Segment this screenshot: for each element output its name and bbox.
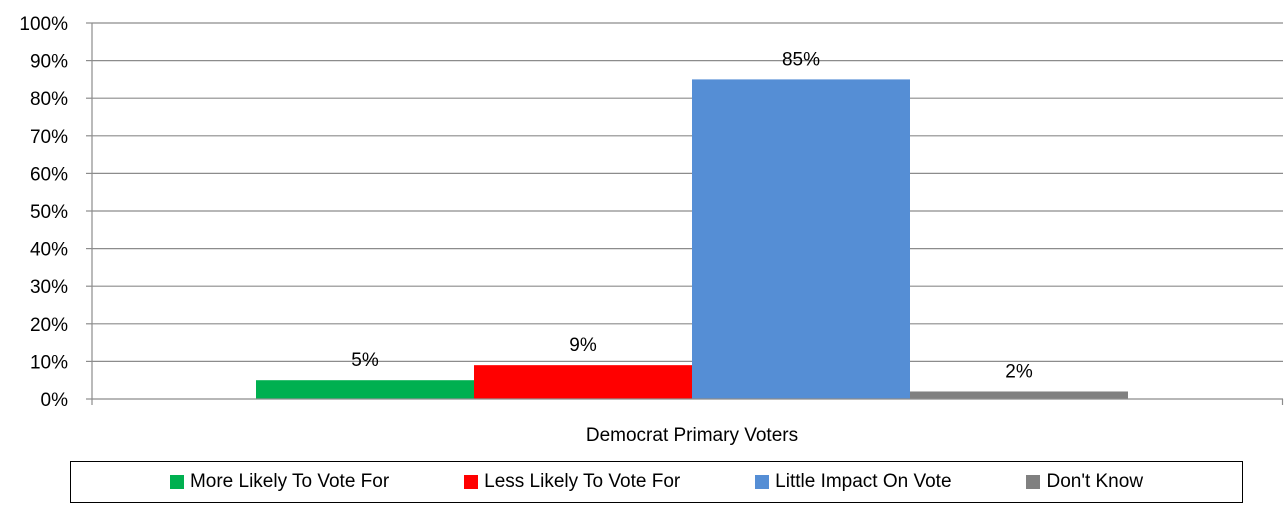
y-axis-tick-labels: 0% 10% 20% 30% 40% 50% 60% 70% 80% 90% 100% [19,14,68,411]
legend-item-more-likely: More Likely To Vote For [169,471,390,493]
chart-plot-area: 0% 10% 20% 30% 40% 50% 60% 70% 80% 90% 100% 5% 9% 85… [19,14,1284,446]
y-tick-label: 10% [30,352,68,373]
data-label: 9% [569,335,597,356]
y-tick-label: 40% [30,240,68,261]
y-tick-label: 30% [30,277,68,298]
legend-label-less-likely: Less Likely To Vote For [484,471,681,492]
legend-item-dont-know: Don't Know [1026,471,1143,493]
legend-swatch-dont-know [1026,475,1041,489]
bar [256,380,474,399]
legend-swatch-little-impact [755,475,770,489]
y-tick-label: 0% [41,390,69,411]
y-tick-label: 70% [30,127,68,148]
y-tick-label: 80% [30,89,68,110]
legend-label-more-likely: More Likely To Vote For [189,471,390,492]
bar [910,391,1128,399]
y-tick-label: 90% [30,52,68,73]
y-tick-label: 100% [19,14,68,35]
legend-swatch-more-likely [169,475,184,489]
legend-label-dont-know: Don't Know [1046,471,1144,492]
data-label: 85% [782,49,820,70]
x-axis-category-label: Democrat Primary Voters [586,425,798,446]
data-labels: 5% 9% 85% 2% [351,49,1033,382]
data-label: 2% [1005,361,1033,382]
gridlines [92,22,1283,362]
bar [692,79,910,400]
legend: More Likely To Vote For Less Likely To V… [70,461,1243,503]
legend-swatch-less-likely [464,475,479,489]
legend-label-little-impact: Little Impact On Vote [775,471,952,492]
legend-item-less-likely: Less Likely To Vote For [464,471,680,493]
y-tick-label: 60% [30,164,68,185]
bar-series [256,79,1128,400]
axes [86,22,1284,405]
legend-item-little-impact: Little Impact On Vote [755,471,952,493]
y-tick-label: 20% [30,315,68,336]
y-tick-label: 50% [30,202,68,223]
data-label: 5% [351,350,379,371]
bar [474,365,692,399]
